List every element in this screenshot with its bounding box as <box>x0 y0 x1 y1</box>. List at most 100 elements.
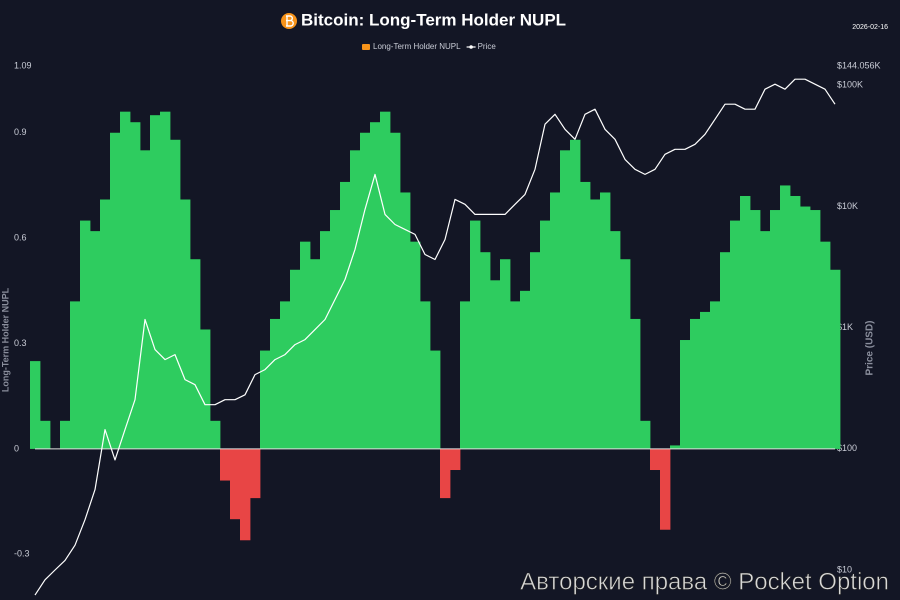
nupl-bar <box>550 192 561 449</box>
chart-title: Bitcoin: Long-Term Holder NUPL <box>301 10 566 29</box>
nupl-bar <box>60 420 71 449</box>
nupl-bar <box>140 150 151 449</box>
nupl-bar <box>280 301 291 449</box>
nupl-bar <box>30 361 41 449</box>
nupl-bar <box>790 195 801 449</box>
nupl-bar <box>240 448 251 541</box>
nupl-bar <box>780 185 791 449</box>
nupl-bar <box>770 210 781 449</box>
nupl-bar <box>120 111 131 449</box>
y2-axis-label: Price (USD) <box>865 320 876 375</box>
nupl-bar <box>130 122 141 449</box>
nupl-bar <box>270 318 281 449</box>
nupl-bar <box>100 199 111 449</box>
nupl-bar <box>180 199 191 449</box>
y2-tick-label: $100 <box>837 443 857 453</box>
nupl-bar <box>750 210 761 449</box>
y-tick-label: 0.3 <box>14 338 27 348</box>
nupl-bar <box>340 181 351 449</box>
nupl-bar <box>410 241 421 449</box>
nupl-bar <box>620 259 631 449</box>
nupl-bar <box>160 111 171 449</box>
nupl-bar <box>690 318 701 449</box>
y-axis-label: Long-Term Holder NUPL <box>0 287 10 392</box>
y-tick-label: -0.3 <box>14 549 30 559</box>
nupl-bar <box>400 192 411 449</box>
y-tick-label: 0.6 <box>14 233 27 243</box>
y2-tick-label: $100K <box>837 80 863 90</box>
nupl-bar <box>740 195 751 449</box>
nupl-bar <box>450 448 461 471</box>
legend-label: Long-Term Holder NUPL <box>373 42 461 51</box>
y2-tick-label: $1K <box>837 322 853 332</box>
nupl-bar <box>310 259 321 449</box>
nupl-bar <box>590 199 601 449</box>
nupl-bar <box>170 139 181 449</box>
nupl-bar <box>560 150 571 449</box>
nupl-bar <box>800 206 811 449</box>
legend: Long-Term Holder NUPL Price <box>362 42 496 51</box>
nupl-bar <box>230 448 241 520</box>
nupl-bar <box>320 231 331 449</box>
nupl-bar <box>440 448 451 499</box>
nupl-bar <box>250 448 261 499</box>
nupl-bar <box>190 259 201 449</box>
nupl-bar <box>90 231 101 449</box>
nupl-bar <box>370 122 381 449</box>
nupl-bar <box>540 220 551 449</box>
nupl-bar <box>580 181 591 449</box>
nupl-bar <box>260 350 271 449</box>
nupl-bar <box>520 290 531 449</box>
nupl-bar <box>70 301 81 449</box>
nupl-bar <box>470 220 481 449</box>
nupl-bar <box>500 259 511 449</box>
nupl-bar <box>570 139 581 449</box>
y2-tick-label: $10 <box>837 564 852 574</box>
nupl-bar <box>760 231 771 449</box>
nupl-bar <box>670 445 681 449</box>
nupl-bar <box>290 269 301 449</box>
nupl-bar <box>350 150 361 449</box>
y2-tick-label: $10K <box>837 201 858 211</box>
nupl-bar <box>720 252 731 449</box>
plot-area: 1.09 0.9 0.6 0.3 0 -0.3 $144.056K $100K $10K $1K $… <box>14 60 881 596</box>
nupl-bar <box>210 420 221 449</box>
legend-swatch <box>469 45 473 49</box>
y2-tick-label: $144.056K <box>837 60 881 70</box>
nupl-bar <box>300 241 311 449</box>
nupl-bar <box>710 301 721 449</box>
nupl-bar <box>660 448 671 530</box>
nupl-bar <box>80 220 91 449</box>
price-line <box>34 78 836 596</box>
nupl-bar <box>830 269 841 449</box>
nupl-bar <box>460 301 471 449</box>
y-tick-label: 0.9 <box>14 127 27 137</box>
bitcoin-icon-glyph <box>286 15 294 27</box>
nupl-bar <box>510 301 521 449</box>
nupl-bar <box>600 192 611 449</box>
nupl-bar <box>40 420 51 449</box>
nupl-bar <box>680 340 691 449</box>
date-label: 2026-02-16 <box>852 24 888 31</box>
nupl-bar <box>330 210 341 449</box>
nupl-bar <box>110 132 121 449</box>
nupl-bar <box>360 132 371 449</box>
watermark: Авторские права © Pocket Option <box>520 568 889 595</box>
y-tick-label: 1.09 <box>14 60 32 70</box>
nupl-bar <box>490 280 501 449</box>
nupl-bar <box>150 115 161 449</box>
y-tick-label: 0 <box>14 443 19 453</box>
nupl-bar <box>480 252 491 449</box>
nupl-bar <box>390 132 401 449</box>
nupl-bar <box>420 301 431 449</box>
nupl-bar <box>820 241 831 449</box>
legend-label: Price <box>478 42 497 51</box>
nupl-bar <box>810 210 821 449</box>
nupl-bar <box>200 329 211 449</box>
nupl-bar <box>430 350 441 449</box>
nupl-bar <box>650 448 661 471</box>
nupl-bar <box>530 252 541 449</box>
nupl-bar <box>220 448 231 481</box>
nupl-bar <box>640 420 651 449</box>
nupl-bar <box>730 220 741 449</box>
